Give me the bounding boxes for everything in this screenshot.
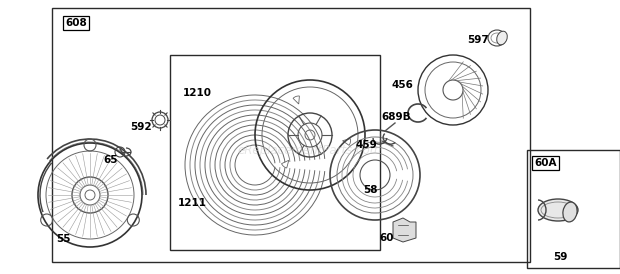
Bar xyxy=(52,8,530,262)
Polygon shape xyxy=(393,218,416,242)
Text: 55: 55 xyxy=(56,234,71,244)
Ellipse shape xyxy=(497,31,507,45)
Text: 689B: 689B xyxy=(381,112,410,122)
Text: 1211: 1211 xyxy=(178,198,207,208)
Text: 597: 597 xyxy=(467,35,489,45)
Text: 60: 60 xyxy=(379,233,394,243)
Text: 459: 459 xyxy=(356,140,378,150)
Text: 65: 65 xyxy=(103,155,118,165)
Ellipse shape xyxy=(538,199,578,221)
Text: 58: 58 xyxy=(363,185,378,195)
Text: 60A: 60A xyxy=(534,158,557,168)
Bar xyxy=(170,55,380,250)
Text: 456: 456 xyxy=(392,80,414,90)
Text: 59: 59 xyxy=(553,252,567,262)
Text: 1210: 1210 xyxy=(183,88,212,98)
Ellipse shape xyxy=(563,202,577,222)
Text: 592: 592 xyxy=(130,122,152,132)
Text: eReplacementParts.com: eReplacementParts.com xyxy=(238,144,382,157)
Bar xyxy=(527,150,620,268)
Text: 608: 608 xyxy=(65,18,87,28)
